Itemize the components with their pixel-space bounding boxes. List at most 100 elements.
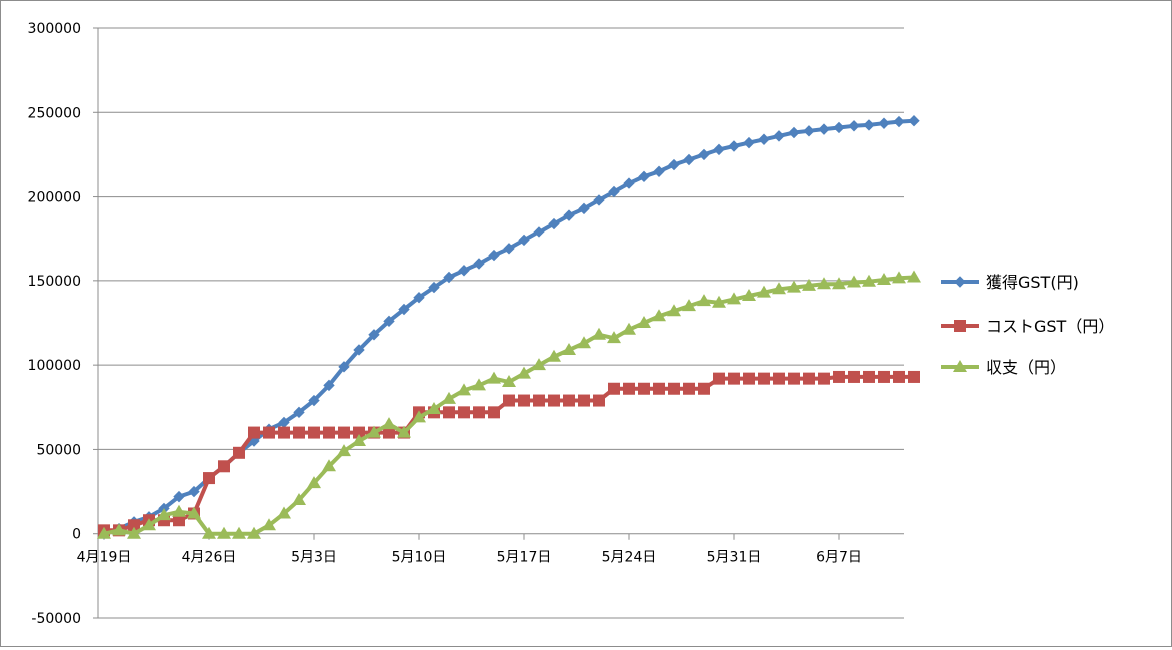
data-point bbox=[833, 370, 845, 383]
x-tick-label: 4月19日 bbox=[77, 550, 132, 566]
data-point bbox=[337, 444, 351, 457]
data-point bbox=[802, 278, 816, 291]
data-point bbox=[758, 133, 770, 145]
x-tick-label: 5月10日 bbox=[392, 550, 447, 566]
data-point bbox=[592, 327, 606, 340]
data-point bbox=[698, 148, 710, 161]
data-point bbox=[653, 382, 665, 395]
data-point bbox=[577, 336, 591, 349]
data-point bbox=[473, 406, 485, 419]
data-point bbox=[202, 526, 216, 539]
data-point bbox=[338, 361, 350, 373]
legend-label: コストGST（円） bbox=[986, 317, 1114, 336]
data-point bbox=[803, 125, 815, 137]
data-point bbox=[788, 372, 800, 385]
data-point bbox=[622, 322, 636, 335]
data-point bbox=[262, 518, 276, 531]
data-point bbox=[472, 378, 486, 391]
data-point bbox=[428, 281, 440, 294]
data-point bbox=[623, 177, 635, 189]
data-point bbox=[638, 382, 650, 395]
legend-marker bbox=[953, 360, 967, 372]
data-point bbox=[727, 292, 741, 305]
x-tick-label: 5月17日 bbox=[497, 550, 552, 566]
data-point bbox=[458, 265, 470, 277]
data-point bbox=[263, 426, 275, 439]
data-point bbox=[593, 194, 605, 206]
data-point bbox=[877, 273, 891, 286]
data-point bbox=[713, 143, 725, 156]
legend-label: 獲得GST(円) bbox=[986, 273, 1079, 292]
data-point bbox=[142, 518, 156, 531]
data-point bbox=[488, 249, 500, 262]
data-point bbox=[233, 446, 245, 459]
data-point bbox=[458, 406, 470, 419]
data-point bbox=[187, 506, 201, 519]
data-point bbox=[892, 271, 906, 284]
data-point bbox=[833, 121, 845, 134]
data-point bbox=[863, 119, 875, 131]
data-point bbox=[817, 277, 831, 290]
data-point bbox=[473, 258, 485, 270]
data-point bbox=[427, 401, 441, 414]
data-point bbox=[563, 394, 575, 407]
data-point bbox=[698, 382, 710, 395]
data-point bbox=[908, 115, 920, 127]
data-point bbox=[353, 426, 365, 439]
data-point bbox=[368, 329, 380, 341]
data-point bbox=[278, 426, 290, 439]
data-point bbox=[683, 153, 695, 166]
data-point bbox=[188, 485, 200, 498]
y-axis-tick-labels: 300000 250000 200000 150000 100000 50000 0 -500… bbox=[28, 21, 81, 627]
data-point bbox=[398, 303, 410, 316]
data-point bbox=[548, 394, 560, 407]
data-point bbox=[157, 508, 171, 521]
data-point bbox=[203, 472, 215, 485]
x-axis-tick-labels: 4月19日 4月26日 5月3日 5月10日 5月17日 5月24日 5月31日 6月7日 bbox=[77, 550, 862, 566]
data-point bbox=[788, 126, 800, 139]
data-point bbox=[517, 366, 531, 379]
data-point bbox=[112, 523, 126, 536]
data-point bbox=[638, 170, 650, 183]
data-point bbox=[593, 394, 605, 407]
data-point bbox=[383, 426, 395, 439]
y-tick-label: 200000 bbox=[28, 190, 81, 206]
data-point bbox=[848, 370, 860, 383]
data-point bbox=[772, 282, 786, 295]
legend-label: 収支（円） bbox=[986, 358, 1066, 377]
data-point bbox=[607, 331, 621, 344]
legend: 獲得GST(円) コストGST（円） 収支（円） bbox=[941, 273, 1114, 377]
data-point bbox=[847, 275, 861, 288]
data-point bbox=[878, 370, 890, 383]
data-point bbox=[908, 370, 920, 383]
data-point bbox=[907, 270, 921, 283]
data-point bbox=[293, 406, 305, 419]
data-point bbox=[487, 371, 501, 384]
data-point bbox=[712, 295, 726, 308]
y-tick-label: 100000 bbox=[28, 358, 81, 374]
data-point bbox=[308, 426, 320, 439]
x-tick-label: 5月24日 bbox=[602, 550, 657, 566]
series-triangle bbox=[97, 270, 921, 539]
data-point bbox=[307, 476, 321, 489]
data-point bbox=[172, 504, 186, 517]
data-point bbox=[503, 243, 515, 255]
data-point bbox=[382, 417, 396, 430]
legend-marker bbox=[954, 320, 966, 332]
data-point bbox=[848, 120, 860, 132]
data-point bbox=[818, 372, 830, 385]
data-point bbox=[322, 459, 336, 472]
gridlines bbox=[98, 27, 904, 619]
data-point bbox=[352, 434, 366, 446]
legend-entry: 収支（円） bbox=[941, 358, 1066, 377]
data-point bbox=[367, 425, 381, 438]
x-tick-label: 6月7日 bbox=[816, 550, 862, 566]
data-point bbox=[548, 217, 560, 230]
data-point bbox=[323, 379, 335, 392]
data-point bbox=[652, 309, 666, 322]
axes bbox=[93, 27, 904, 619]
data-point bbox=[773, 372, 785, 385]
data-point bbox=[743, 136, 755, 149]
x-tick-label: 5月31日 bbox=[707, 550, 762, 566]
